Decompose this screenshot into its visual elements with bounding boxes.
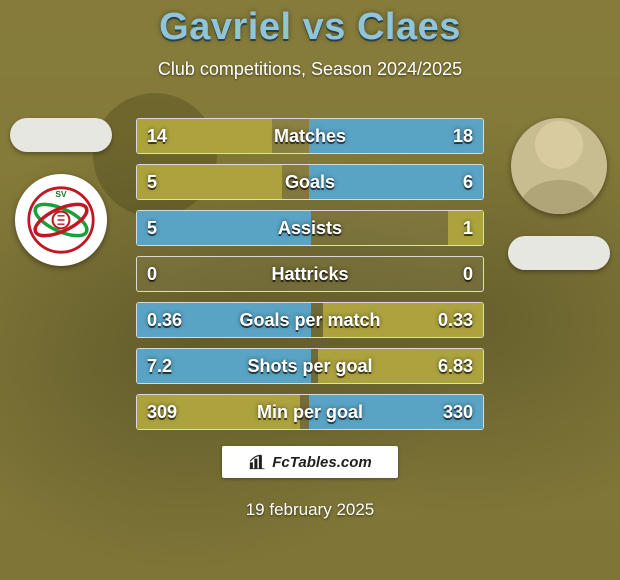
stat-label: Min per goal	[137, 395, 483, 429]
stat-label: Assists	[137, 211, 483, 245]
stat-row: 7.26.83Shots per goal	[136, 348, 484, 384]
stat-row: 0.360.33Goals per match	[136, 302, 484, 338]
stat-row: 51Assists	[136, 210, 484, 246]
stat-label: Matches	[137, 119, 483, 153]
title-vs: vs	[303, 6, 346, 48]
title-player-left: Gavriel	[159, 6, 291, 48]
player-right-avatar	[511, 118, 607, 214]
stat-label: Shots per goal	[137, 349, 483, 383]
stat-label: Goals	[137, 165, 483, 199]
stat-row: 309330Min per goal	[136, 394, 484, 430]
player-left-avatar-placeholder	[10, 118, 112, 152]
stat-row: 00Hattricks	[136, 256, 484, 292]
fctables-logo-text: FcTables.com	[272, 454, 371, 471]
snapshot-date: 19 february 2025	[0, 500, 620, 520]
fctables-logo[interactable]: FcTables.com	[222, 446, 398, 478]
comparison-subtitle: Club competitions, Season 2024/2025	[0, 59, 620, 80]
player-left-club-badge: SV	[15, 174, 107, 266]
player-right-club-placeholder	[508, 236, 610, 270]
stat-label: Goals per match	[137, 303, 483, 337]
title-player-right: Claes	[357, 6, 461, 48]
stats-table: 1418Matches 56Goals 51Assists 00Hattricks 0.…	[136, 118, 484, 430]
club-badge-icon: SV	[26, 185, 96, 255]
player-left-column: SV	[6, 118, 116, 266]
chart-icon	[248, 453, 266, 471]
svg-text:SV: SV	[55, 189, 67, 199]
stat-row: 1418Matches	[136, 118, 484, 154]
stat-label: Hattricks	[137, 257, 483, 291]
comparison-title: Gavriel vs Claes	[0, 0, 620, 49]
stat-row: 56Goals	[136, 164, 484, 200]
player-right-column	[504, 118, 614, 270]
